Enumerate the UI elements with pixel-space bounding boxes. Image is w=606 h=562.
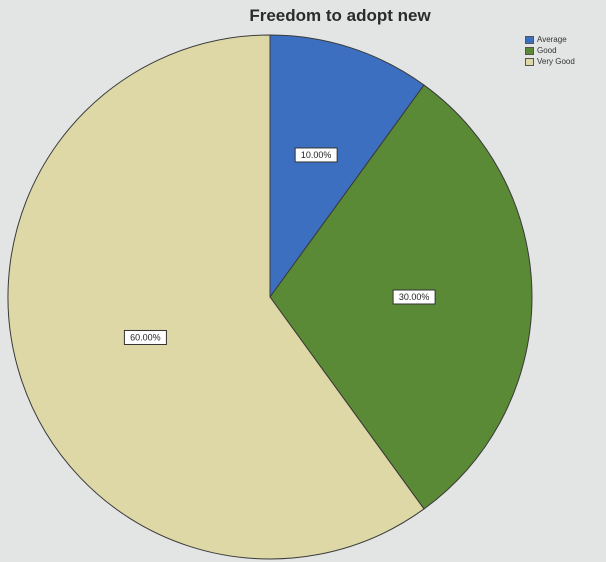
pie-slice-average (269, 34, 425, 299)
legend-label-very-good: Very Good (537, 57, 575, 66)
legend-label-good: Good (537, 46, 557, 55)
pie-slice-very-good (7, 34, 425, 560)
chart-title: Freedom to adopt new (249, 6, 431, 25)
svg-text:60.00%: 60.00% (130, 332, 161, 342)
svg-text:10.00%: 10.00% (301, 150, 332, 160)
data-label-very-good: 60.00% (123, 329, 167, 345)
data-label-good: 30.00% (392, 289, 436, 305)
legend-label-average: Average (537, 35, 567, 44)
legend: Average Good Very Good (525, 34, 575, 67)
legend-swatch-average (525, 35, 534, 44)
legend-item-average: Average (525, 34, 575, 45)
legend-item-very-good: Very Good (525, 56, 575, 67)
data-label-average: 10.00% (294, 147, 338, 163)
legend-item-good: Good (525, 45, 575, 56)
legend-swatch-very-good (525, 57, 534, 66)
legend-swatch-good (525, 46, 534, 55)
svg-text:30.00%: 30.00% (399, 292, 430, 302)
